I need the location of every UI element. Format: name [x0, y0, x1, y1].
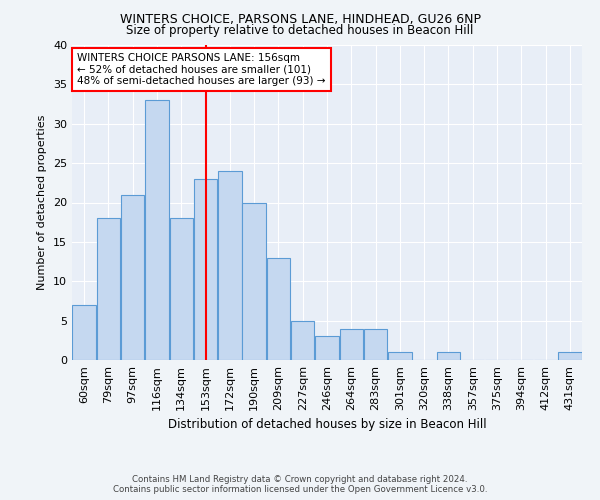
- Text: WINTERS CHOICE, PARSONS LANE, HINDHEAD, GU26 6NP: WINTERS CHOICE, PARSONS LANE, HINDHEAD, …: [119, 12, 481, 26]
- Bar: [194, 179, 217, 360]
- Text: Contains HM Land Registry data © Crown copyright and database right 2024.
Contai: Contains HM Land Registry data © Crown c…: [113, 474, 487, 494]
- Bar: [558, 352, 581, 360]
- Text: Size of property relative to detached houses in Beacon Hill: Size of property relative to detached ho…: [127, 24, 473, 37]
- Bar: [121, 194, 145, 360]
- Bar: [266, 258, 290, 360]
- Y-axis label: Number of detached properties: Number of detached properties: [37, 115, 47, 290]
- Bar: [145, 100, 169, 360]
- X-axis label: Distribution of detached houses by size in Beacon Hill: Distribution of detached houses by size …: [167, 418, 487, 432]
- Bar: [437, 352, 460, 360]
- Bar: [73, 305, 96, 360]
- Bar: [340, 328, 363, 360]
- Bar: [364, 328, 388, 360]
- Bar: [388, 352, 412, 360]
- Bar: [97, 218, 120, 360]
- Bar: [315, 336, 339, 360]
- Text: WINTERS CHOICE PARSONS LANE: 156sqm
← 52% of detached houses are smaller (101)
4: WINTERS CHOICE PARSONS LANE: 156sqm ← 52…: [77, 53, 326, 86]
- Bar: [291, 320, 314, 360]
- Bar: [218, 171, 242, 360]
- Bar: [242, 202, 266, 360]
- Bar: [170, 218, 193, 360]
